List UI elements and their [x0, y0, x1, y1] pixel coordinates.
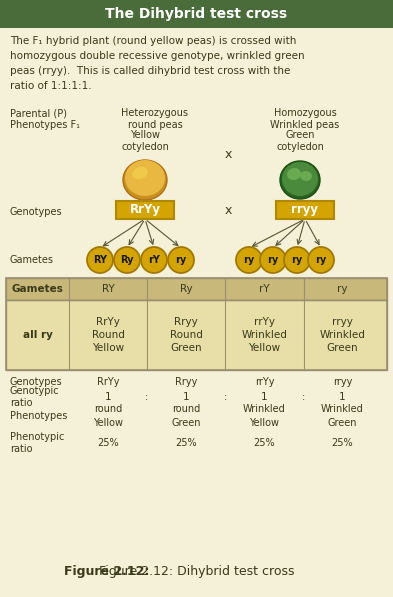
Text: ry: ry	[337, 284, 348, 294]
Text: homozygous double recessive genotype, wrinkled green: homozygous double recessive genotype, wr…	[10, 51, 305, 61]
Bar	[6, 278, 387, 300]
Text: 1: 1	[105, 392, 111, 402]
Text: 1: 1	[183, 392, 189, 402]
Ellipse shape	[123, 160, 167, 200]
Text: 25%: 25%	[332, 438, 353, 448]
Ellipse shape	[236, 247, 262, 273]
Text: round
Yellow: round Yellow	[93, 404, 123, 427]
Text: ry: ry	[267, 255, 279, 265]
Text: Genotypes: Genotypes	[10, 207, 62, 217]
Ellipse shape	[87, 247, 113, 273]
Text: Phenotypic
ratio: Phenotypic ratio	[10, 432, 64, 454]
Text: rryy: rryy	[333, 377, 352, 387]
Bar	[276, 201, 334, 219]
Ellipse shape	[284, 247, 310, 273]
Text: Ry: Ry	[120, 255, 134, 265]
Text: 25%: 25%	[175, 438, 197, 448]
Text: The F₁ hybrid plant (round yellow peas) is crossed with: The F₁ hybrid plant (round yellow peas) …	[10, 36, 296, 46]
Text: Heterozygous
round peas: Heterozygous round peas	[121, 108, 189, 130]
Text: Rryy
Round
Green: Rryy Round Green	[169, 317, 202, 353]
Text: Figure 2.12:: Figure 2.12:	[64, 565, 149, 578]
Text: RrYy
Round
Yellow: RrYy Round Yellow	[92, 317, 125, 353]
Text: all ry: all ry	[22, 330, 52, 340]
Ellipse shape	[132, 167, 148, 179]
Ellipse shape	[308, 247, 334, 273]
Ellipse shape	[260, 247, 286, 273]
Text: ry: ry	[243, 255, 255, 265]
Text: Wrinkled
Yellow: Wrinkled Yellow	[243, 404, 286, 427]
Text: rrYy: rrYy	[255, 377, 274, 387]
Text: Genotypes: Genotypes	[10, 377, 62, 387]
Text: RrYy: RrYy	[97, 377, 119, 387]
Ellipse shape	[287, 168, 301, 180]
Text: The Dihybrid test cross: The Dihybrid test cross	[105, 7, 288, 21]
Text: 1: 1	[339, 392, 346, 402]
Text: rrYy
Wrinkled
Yellow: rrYy Wrinkled Yellow	[242, 317, 287, 353]
Text: RY: RY	[93, 255, 107, 265]
Bar	[6, 300, 387, 370]
Ellipse shape	[300, 171, 312, 181]
Text: :: :	[302, 392, 305, 402]
Text: Genotypic
ratio: Genotypic ratio	[10, 386, 60, 408]
Ellipse shape	[282, 162, 318, 196]
Text: rryy: rryy	[292, 204, 318, 217]
Ellipse shape	[125, 160, 165, 196]
Text: Ry: Ry	[180, 284, 192, 294]
Text: x: x	[224, 204, 232, 217]
Text: Gametes: Gametes	[11, 284, 63, 294]
Text: Figure 2.12: Dihybrid test cross: Figure 2.12: Dihybrid test cross	[99, 565, 294, 578]
Ellipse shape	[114, 247, 140, 273]
Text: 25%: 25%	[97, 438, 119, 448]
Text: 1: 1	[261, 392, 268, 402]
Text: x: x	[224, 148, 232, 161]
Text: Wrinkled
Green: Wrinkled Green	[321, 404, 364, 427]
Text: :: :	[224, 392, 227, 402]
Text: Parental (P)
Phenotypes F₁: Parental (P) Phenotypes F₁	[10, 108, 80, 130]
Text: 25%: 25%	[254, 438, 275, 448]
Text: RY: RY	[102, 284, 114, 294]
Text: Yellow
cotyledon: Yellow cotyledon	[121, 130, 169, 152]
Bar	[6, 278, 387, 370]
Text: ratio of 1:1:1:1.: ratio of 1:1:1:1.	[10, 81, 92, 91]
Text: round
Green: round Green	[171, 404, 201, 427]
Text: Rryy: Rryy	[175, 377, 197, 387]
Text: ry: ry	[291, 255, 303, 265]
Ellipse shape	[280, 161, 320, 199]
Text: Green
cotyledon: Green cotyledon	[276, 130, 324, 152]
Text: Gametes: Gametes	[10, 255, 54, 265]
Ellipse shape	[141, 247, 167, 273]
Text: ry: ry	[175, 255, 187, 265]
Text: rryy
Wrinkled
Green: rryy Wrinkled Green	[320, 317, 365, 353]
Text: ry: ry	[315, 255, 327, 265]
Text: RrYy: RrYy	[130, 204, 160, 217]
Bar	[0, 0, 393, 28]
Ellipse shape	[168, 247, 194, 273]
Text: :: :	[145, 392, 149, 402]
Text: rY: rY	[148, 255, 160, 265]
Text: peas (rryy).  This is called dihybrid test cross with the: peas (rryy). This is called dihybrid tes…	[10, 66, 290, 76]
Text: rY: rY	[259, 284, 270, 294]
Bar	[116, 201, 174, 219]
Text: Phenotypes: Phenotypes	[10, 411, 67, 421]
Text: Homozygous
Wrinkled peas: Homozygous Wrinkled peas	[270, 108, 340, 130]
